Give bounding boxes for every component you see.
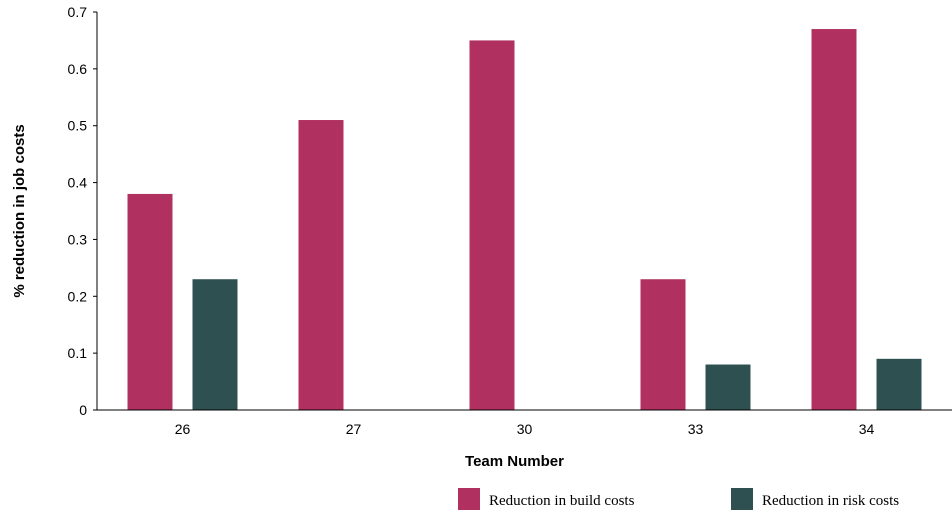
legend-label-build: Reduction in build costs xyxy=(489,493,635,509)
y-tick-label: 0.3 xyxy=(68,231,88,247)
x-tick-label: 33 xyxy=(688,421,704,437)
y-tick-label: 0.2 xyxy=(68,288,88,304)
y-tick-label: 0.4 xyxy=(68,175,88,191)
y-tick-label: 0 xyxy=(79,402,87,418)
bar-risk-33 xyxy=(705,364,751,410)
bars xyxy=(127,29,922,411)
legend-swatch-risk xyxy=(731,488,753,510)
x-tick-label: 26 xyxy=(175,421,191,437)
legend-label-risk: Reduction in risk costs xyxy=(762,493,899,509)
x-tick-label: 27 xyxy=(346,421,362,437)
y-tick-label: 0.5 xyxy=(68,118,88,134)
bar-risk-34 xyxy=(876,358,922,410)
bar-build-26 xyxy=(127,193,173,410)
bar-risk-26 xyxy=(192,279,238,410)
legend: Reduction in build costs Reduction in ris… xyxy=(458,488,899,510)
x-tick-label: 30 xyxy=(517,421,533,437)
y-axis-title: % reduction in job costs xyxy=(11,124,28,297)
legend-swatch-build xyxy=(458,488,480,510)
bar-build-27 xyxy=(298,120,344,411)
y-tick-label: 0.7 xyxy=(68,4,88,20)
bar-build-30 xyxy=(469,40,515,411)
y-axis-ticks: 0 0.1 0.2 0.3 0.4 0.5 0.6 0.7 xyxy=(68,4,97,418)
bar-build-33 xyxy=(640,279,686,410)
x-axis-ticks: 26 27 30 33 34 xyxy=(175,421,875,437)
x-axis-title: Team Number xyxy=(465,453,564,470)
y-tick-label: 0.6 xyxy=(68,61,88,77)
bar-build-34 xyxy=(811,29,857,411)
x-tick-label: 34 xyxy=(859,421,875,437)
y-tick-label: 0.1 xyxy=(68,345,88,361)
